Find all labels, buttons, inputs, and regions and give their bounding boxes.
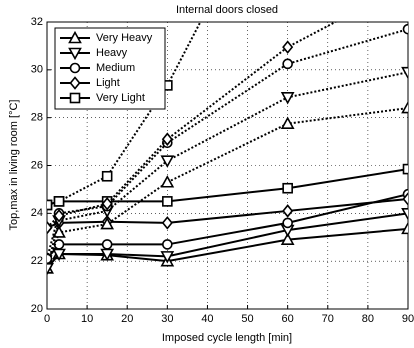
x-tick-label: 0	[44, 313, 50, 325]
data-point	[161, 216, 173, 230]
y-tick-label: 28	[31, 112, 43, 124]
legend-marker	[69, 92, 81, 104]
y-axis-label: Top,max in living room [°C]	[8, 100, 20, 231]
data-point	[280, 232, 295, 245]
y-tick-label: 24	[31, 207, 43, 219]
data-point	[100, 216, 115, 230]
y-tick-label: 20	[31, 303, 43, 315]
x-tick-label: 50	[241, 313, 253, 325]
data-point	[402, 192, 408, 206]
legend-label: Light	[96, 77, 120, 89]
data-point	[401, 221, 408, 235]
data-point	[162, 239, 173, 250]
data-point	[160, 175, 175, 188]
data-point	[280, 116, 295, 129]
legend-label: Very Light	[96, 92, 145, 104]
data-point	[401, 66, 408, 80]
data-point	[101, 239, 113, 250]
legend-label: Very Heavy	[96, 32, 153, 44]
data-point	[282, 182, 293, 194]
data-point	[401, 208, 408, 221]
chart-title: Internal doors closed	[176, 4, 278, 16]
x-tick-label: 10	[81, 313, 93, 325]
data-point	[47, 263, 54, 276]
y-tick-label: 22	[31, 255, 43, 267]
data-point	[402, 163, 408, 175]
x-tick-label: 30	[161, 313, 173, 325]
series-line	[47, 71, 408, 269]
x-tick-label: 70	[322, 313, 334, 325]
data-point	[47, 199, 53, 211]
data-point	[53, 196, 65, 207]
x-tick-label: 60	[282, 313, 294, 325]
legend-marker	[69, 62, 81, 74]
legend-marker	[69, 76, 81, 90]
x-tick-label: 20	[121, 313, 133, 325]
x-tick-label: 80	[362, 313, 374, 325]
x-axis-label: Imposed cycle length [min]	[162, 332, 292, 344]
data-point	[53, 208, 65, 223]
series-line	[47, 22, 338, 229]
data-point	[160, 251, 175, 264]
legend-label: Medium	[96, 62, 135, 74]
y-tick-label: 32	[31, 16, 43, 28]
data-point	[280, 92, 295, 105]
data-point	[47, 220, 53, 235]
data-point	[47, 253, 53, 265]
y-tick-label: 30	[31, 64, 43, 76]
legend-marker	[68, 30, 82, 44]
data-point	[401, 100, 408, 114]
data-point	[101, 170, 113, 182]
data-point	[160, 155, 175, 168]
data-point	[402, 23, 408, 35]
legend-marker	[68, 47, 82, 61]
data-point	[162, 196, 173, 207]
y-tick-label: 26	[31, 159, 43, 171]
data-point	[161, 132, 173, 146]
x-tick-label: 40	[201, 313, 213, 325]
plot-layer	[47, 22, 408, 276]
data-point	[282, 40, 294, 54]
data-point	[282, 58, 293, 70]
data-point	[282, 217, 293, 229]
data-point	[282, 204, 294, 218]
x-tick-label: 90	[402, 313, 414, 325]
legend-label: Heavy	[96, 47, 128, 59]
data-point	[101, 197, 113, 211]
